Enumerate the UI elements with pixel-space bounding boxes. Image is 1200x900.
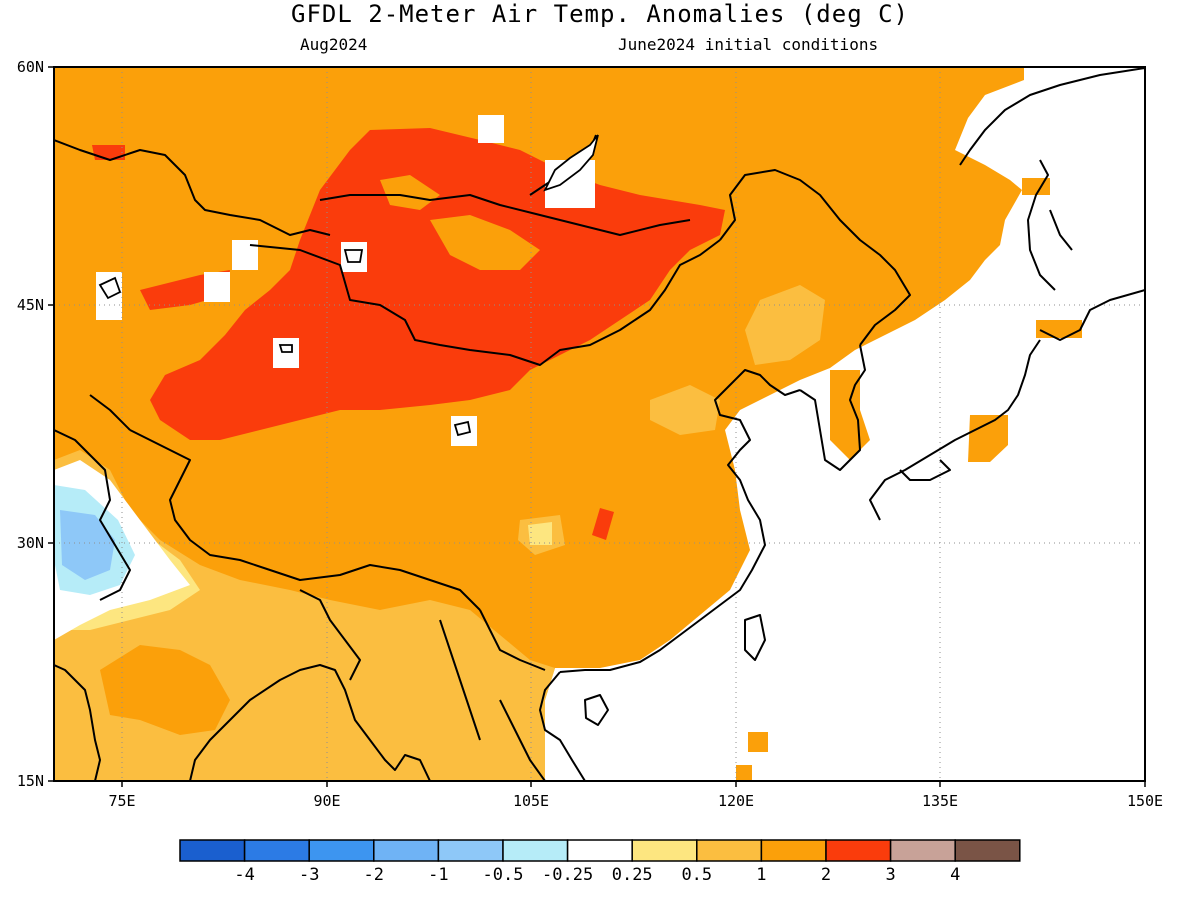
- colorbar-swatch: [437, 839, 504, 862]
- anomaly-region-2-3-small: [92, 145, 125, 160]
- lat-labels: 60N 45N 30N 15N: [17, 58, 44, 790]
- colorbar-swatch: [502, 839, 569, 862]
- colorbar-swatch: [243, 839, 310, 862]
- anomaly-region-2-3-south: [592, 508, 614, 540]
- lon-label: 105E: [513, 792, 549, 810]
- lon-labels: 75E 90E 105E 120E 135E 150E: [108, 792, 1163, 810]
- lat-label: 30N: [17, 534, 44, 552]
- lakes: [98, 134, 599, 437]
- anomaly-region-0.5-1-east: [650, 385, 720, 435]
- colorbar-tick-label: 4: [950, 865, 960, 885]
- map-plot-area: [54, 67, 1145, 781]
- colorbar-swatch: [696, 839, 763, 862]
- colorbar-swatch: [373, 839, 440, 862]
- valid-month-label: Aug2024: [300, 35, 368, 54]
- colorbar-tick-label: 1: [756, 865, 766, 885]
- colorbar-tick-label: 2: [821, 865, 831, 885]
- colorbar-tick-label: 0.5: [681, 865, 712, 885]
- lon-label: 75E: [108, 792, 135, 810]
- colorbar-swatch: [179, 839, 246, 862]
- lat-label: 45N: [17, 296, 44, 314]
- anomaly-region-1-2-india: [100, 645, 230, 735]
- anomaly-luzon: [736, 765, 752, 781]
- colorbar-swatch: [954, 839, 1021, 862]
- colorbar-swatch: [566, 839, 633, 862]
- anomaly-hokkaido: [1036, 320, 1082, 338]
- graticule: [54, 67, 1145, 781]
- map-title: GFDL 2-Meter Air Temp. Anomalies (deg C): [291, 0, 909, 28]
- colorbar-tick-label: -0.25: [542, 865, 593, 885]
- map-frame: [53, 66, 1146, 782]
- lat-label: 60N: [17, 58, 44, 76]
- colorbar: -4 -3 -2 -1 -0.5 -0.25 0.25 0.5 1 2 3 4: [179, 839, 1021, 885]
- colorbar-tick-label: -4: [234, 865, 254, 885]
- missing-data-cells: [96, 115, 595, 446]
- colorbar-tick-label: 3: [885, 865, 895, 885]
- colorbar-tick-label: -2: [364, 865, 384, 885]
- anomaly-hole-2: [380, 175, 440, 210]
- colorbar-tick-label: 0.25: [612, 865, 653, 885]
- axis-ticks: [48, 66, 1146, 787]
- lon-label: 150E: [1127, 792, 1163, 810]
- anomaly-hole-1: [430, 215, 540, 270]
- lon-label: 135E: [922, 792, 958, 810]
- anomaly-region-cool: [60, 510, 115, 580]
- colorbar-swatch: [825, 839, 892, 862]
- colorbar-swatch: [308, 839, 375, 862]
- anomaly-taiwan: [748, 732, 768, 752]
- lat-label: 15N: [17, 772, 44, 790]
- anomaly-region-0.25-0.5-tibet: [528, 522, 552, 545]
- anomaly-japan: [968, 415, 1008, 462]
- colorbar-swatch: [889, 839, 956, 862]
- lon-label: 90E: [313, 792, 340, 810]
- initial-conditions-label: June2024 initial conditions: [618, 35, 879, 54]
- colorbar-swatch: [760, 839, 827, 862]
- colorbar-tick-label: -1: [428, 865, 448, 885]
- colorbar-tick-label: -0.5: [483, 865, 524, 885]
- lon-label: 120E: [718, 792, 754, 810]
- colorbar-tick-label: -3: [299, 865, 319, 885]
- country-borders: [54, 169, 911, 741]
- colorbar-swatch: [631, 839, 698, 862]
